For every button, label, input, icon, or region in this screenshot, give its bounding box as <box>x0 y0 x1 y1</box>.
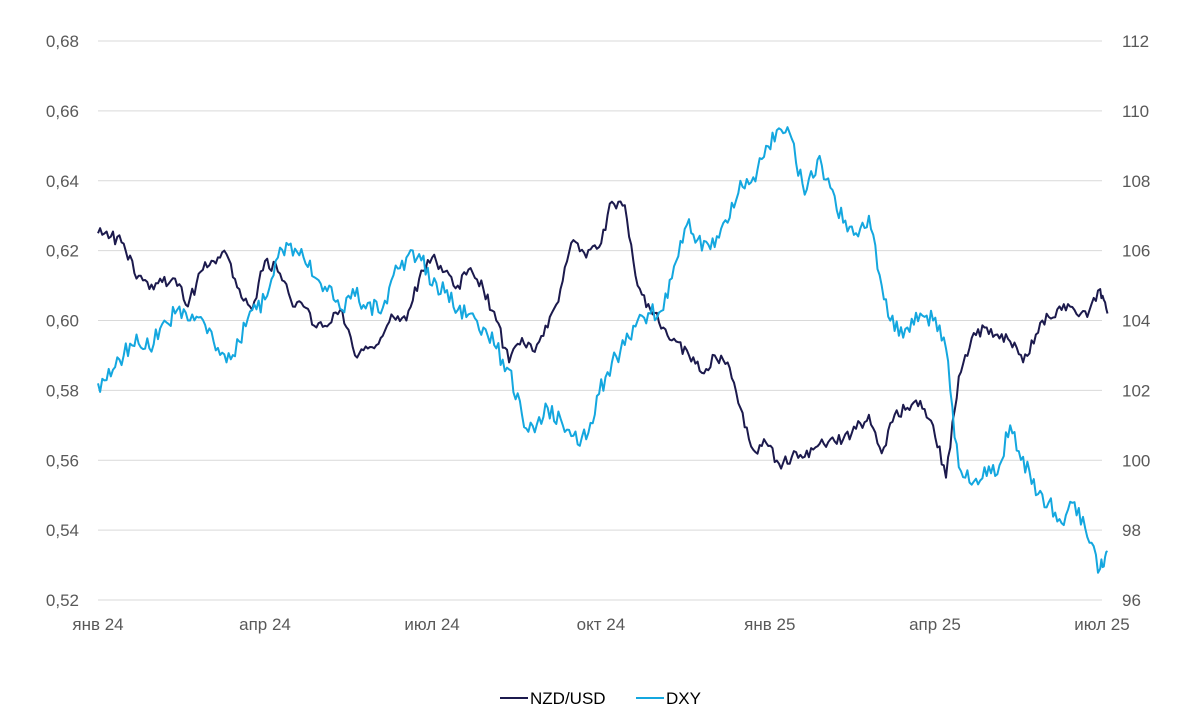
y-right-tick-label: 112 <box>1122 32 1149 51</box>
plot-series <box>97 126 1109 574</box>
y-axis-right: 96 98 100 102 104 106 108 110 112 <box>1122 32 1150 610</box>
x-axis: янв 24 апр 24 июл 24 окт 24 янв 25 апр 25 июл … <box>72 615 1129 634</box>
y-left-tick-label: 0,68 <box>46 32 79 51</box>
legend: NZD/USD DXY <box>500 689 701 708</box>
x-tick-label: окт 24 <box>577 615 626 634</box>
legend-label-nzd-usd: NZD/USD <box>530 689 606 708</box>
y-left-tick-label: 0,64 <box>46 172 79 191</box>
x-tick-label: апр 24 <box>239 615 291 634</box>
y-left-tick-label: 0,66 <box>46 102 79 121</box>
y-right-tick-label: 96 <box>1122 591 1141 610</box>
series-line-nzd-usd <box>97 200 1109 479</box>
y-left-tick-label: 0,58 <box>46 381 79 400</box>
y-left-tick-label: 0,62 <box>46 242 79 261</box>
legend-label-dxy: DXY <box>666 689 701 708</box>
y-left-tick-label: 0,52 <box>46 591 79 610</box>
y-left-tick-label: 0,56 <box>46 451 79 470</box>
series-line-dxy <box>97 126 1109 574</box>
y-right-tick-label: 108 <box>1122 172 1150 191</box>
x-tick-label: июл 24 <box>404 615 459 634</box>
x-tick-label: янв 25 <box>744 615 795 634</box>
y-left-tick-label: 0,60 <box>46 312 79 331</box>
x-tick-label: янв 24 <box>72 615 123 634</box>
x-tick-label: июл 25 <box>1074 615 1129 634</box>
y-right-tick-label: 98 <box>1122 521 1141 540</box>
y-right-tick-label: 106 <box>1122 242 1150 261</box>
y-right-tick-label: 104 <box>1122 312 1150 331</box>
y-left-tick-label: 0,54 <box>46 521 79 540</box>
y-right-tick-label: 110 <box>1122 102 1149 121</box>
y-axis-left: 0,52 0,54 0,56 0,58 0,60 0,62 0,64 0,66 0,68 <box>46 32 79 610</box>
x-tick-label: апр 25 <box>909 615 961 634</box>
y-right-tick-label: 102 <box>1122 381 1150 400</box>
y-right-tick-label: 100 <box>1122 451 1150 470</box>
grid-lines <box>98 40 1102 601</box>
